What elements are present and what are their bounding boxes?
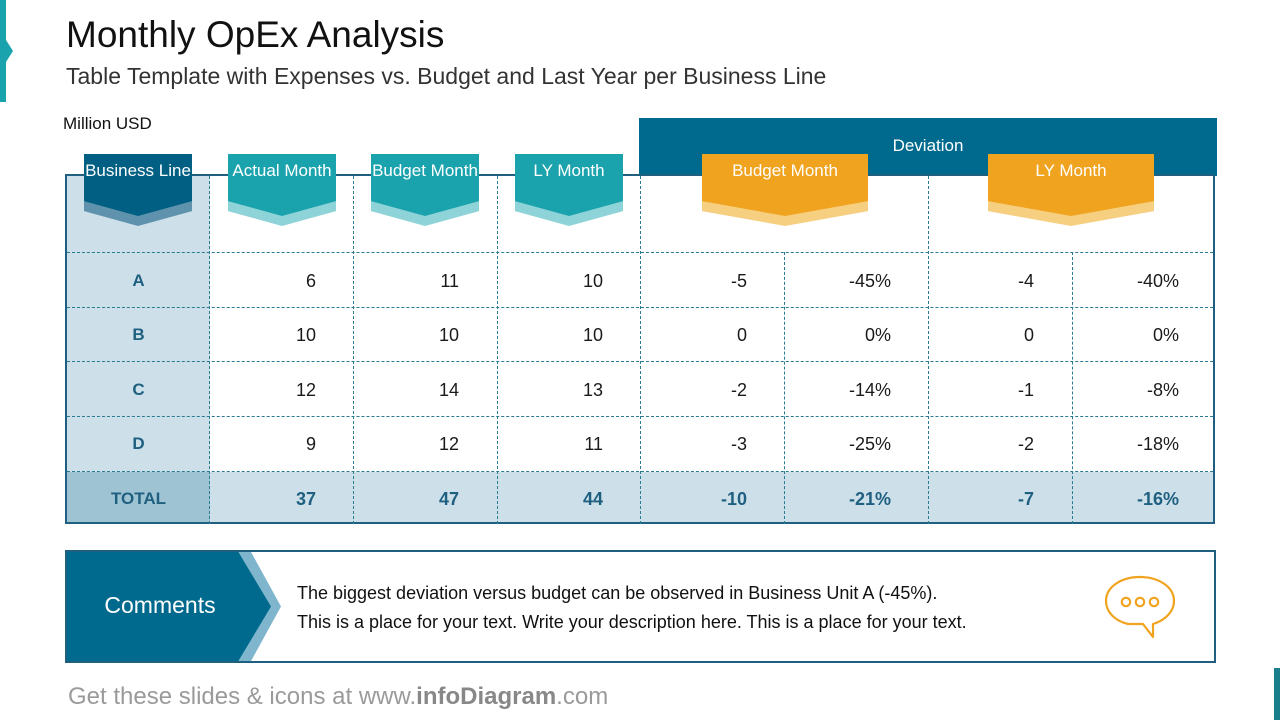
grid-hline [67,471,1213,472]
accent-bar-right [1274,668,1280,720]
total-ly: 44 [582,489,603,509]
unit-label: Million USD [63,114,152,133]
grid-vline [1072,252,1073,524]
cell-ly-b: 10 [582,325,603,345]
cell-budget-c: 14 [438,380,459,400]
cell-dev-ly-pct-a: -40% [1136,271,1179,291]
grid-vline [497,176,498,524]
header-deviation-ly-month: LY Month [988,154,1154,226]
total-actual: 37 [295,489,316,509]
cell-dev-ly-pct-c: -8% [1146,380,1179,400]
cell-dev-ly-abs-b: 0 [1023,325,1034,345]
comments-line-2: This is a place for your text. Write you… [297,612,967,632]
page-subtitle: Table Template with Expenses vs. Budget … [66,63,827,89]
cell-dev-budget-pct-b: 0% [864,325,891,345]
cell-dev-budget-pct-c: -14% [848,380,891,400]
header-budget-month: Budget Month [371,154,479,226]
row-label-d: D [132,434,145,453]
cell-actual-d: 9 [305,434,316,454]
cell-budget-a: 11 [440,271,459,291]
speech-bubble-icon [1104,575,1176,639]
header-actual-month: Actual Month [228,154,336,226]
cell-budget-d: 12 [438,434,459,454]
grid-vline [209,176,210,524]
row-label-c: C [132,380,145,399]
grid-hline [67,361,1213,362]
comments-line-1: The biggest deviation versus budget can … [297,583,938,603]
cell-ly-c: 13 [582,380,603,400]
row-label-a: A [132,271,145,290]
grid-hline [67,252,1213,253]
header-business-line: Business Line [84,154,192,226]
comments-text: The biggest deviation versus budget can … [297,579,967,637]
total-dev-ly-pct: -16% [1136,489,1179,509]
total-dev-budget-abs: -10 [720,489,747,509]
cell-ly-a: 10 [582,271,603,291]
grid-hline [67,416,1213,417]
cell-dev-ly-abs-a: -4 [1017,271,1034,291]
total-dev-budget-pct: -21% [848,489,891,509]
comments-label: Comments [104,592,216,618]
cell-dev-budget-pct-d: -25% [848,434,891,454]
page-title: Monthly OpEx Analysis [66,14,445,55]
grid-vline [928,176,929,524]
cell-dev-budget-pct-a: -45% [848,271,891,291]
grid-vline [353,176,354,524]
total-label: TOTAL [110,489,167,508]
comments-box [65,550,1216,663]
cell-actual-b: 10 [295,325,316,345]
footer-link: Get these slides & icons at www.infoDiag… [68,683,609,710]
cell-dev-budget-abs-d: -3 [730,434,747,454]
total-budget: 47 [438,489,459,509]
cell-dev-budget-abs-b: 0 [736,325,747,345]
cell-dev-ly-pct-b: 0% [1152,325,1179,345]
grid-vline [640,176,641,524]
grid-vline [784,252,785,524]
total-label-bg [67,472,210,523]
cell-dev-ly-abs-c: -1 [1017,380,1034,400]
cell-ly-d: 11 [584,434,603,454]
comments-tab [67,552,271,661]
cell-dev-ly-pct-d: -18% [1136,434,1179,454]
total-dev-ly-abs: -7 [1017,489,1034,509]
cell-dev-budget-abs-a: -5 [730,271,747,291]
cell-dev-budget-abs-c: -2 [730,380,747,400]
cell-budget-b: 10 [438,325,459,345]
accent-bar-left [0,0,13,102]
header-ly-month: LY Month [515,154,623,226]
header-deviation-budget-month: Budget Month [702,154,868,226]
row-label-b: B [132,325,145,344]
cell-actual-c: 12 [295,380,316,400]
deviation-label: Deviation [892,136,964,155]
cell-dev-ly-abs-d: -2 [1017,434,1034,454]
cell-actual-a: 6 [305,271,316,291]
grid-hline [67,307,1213,308]
